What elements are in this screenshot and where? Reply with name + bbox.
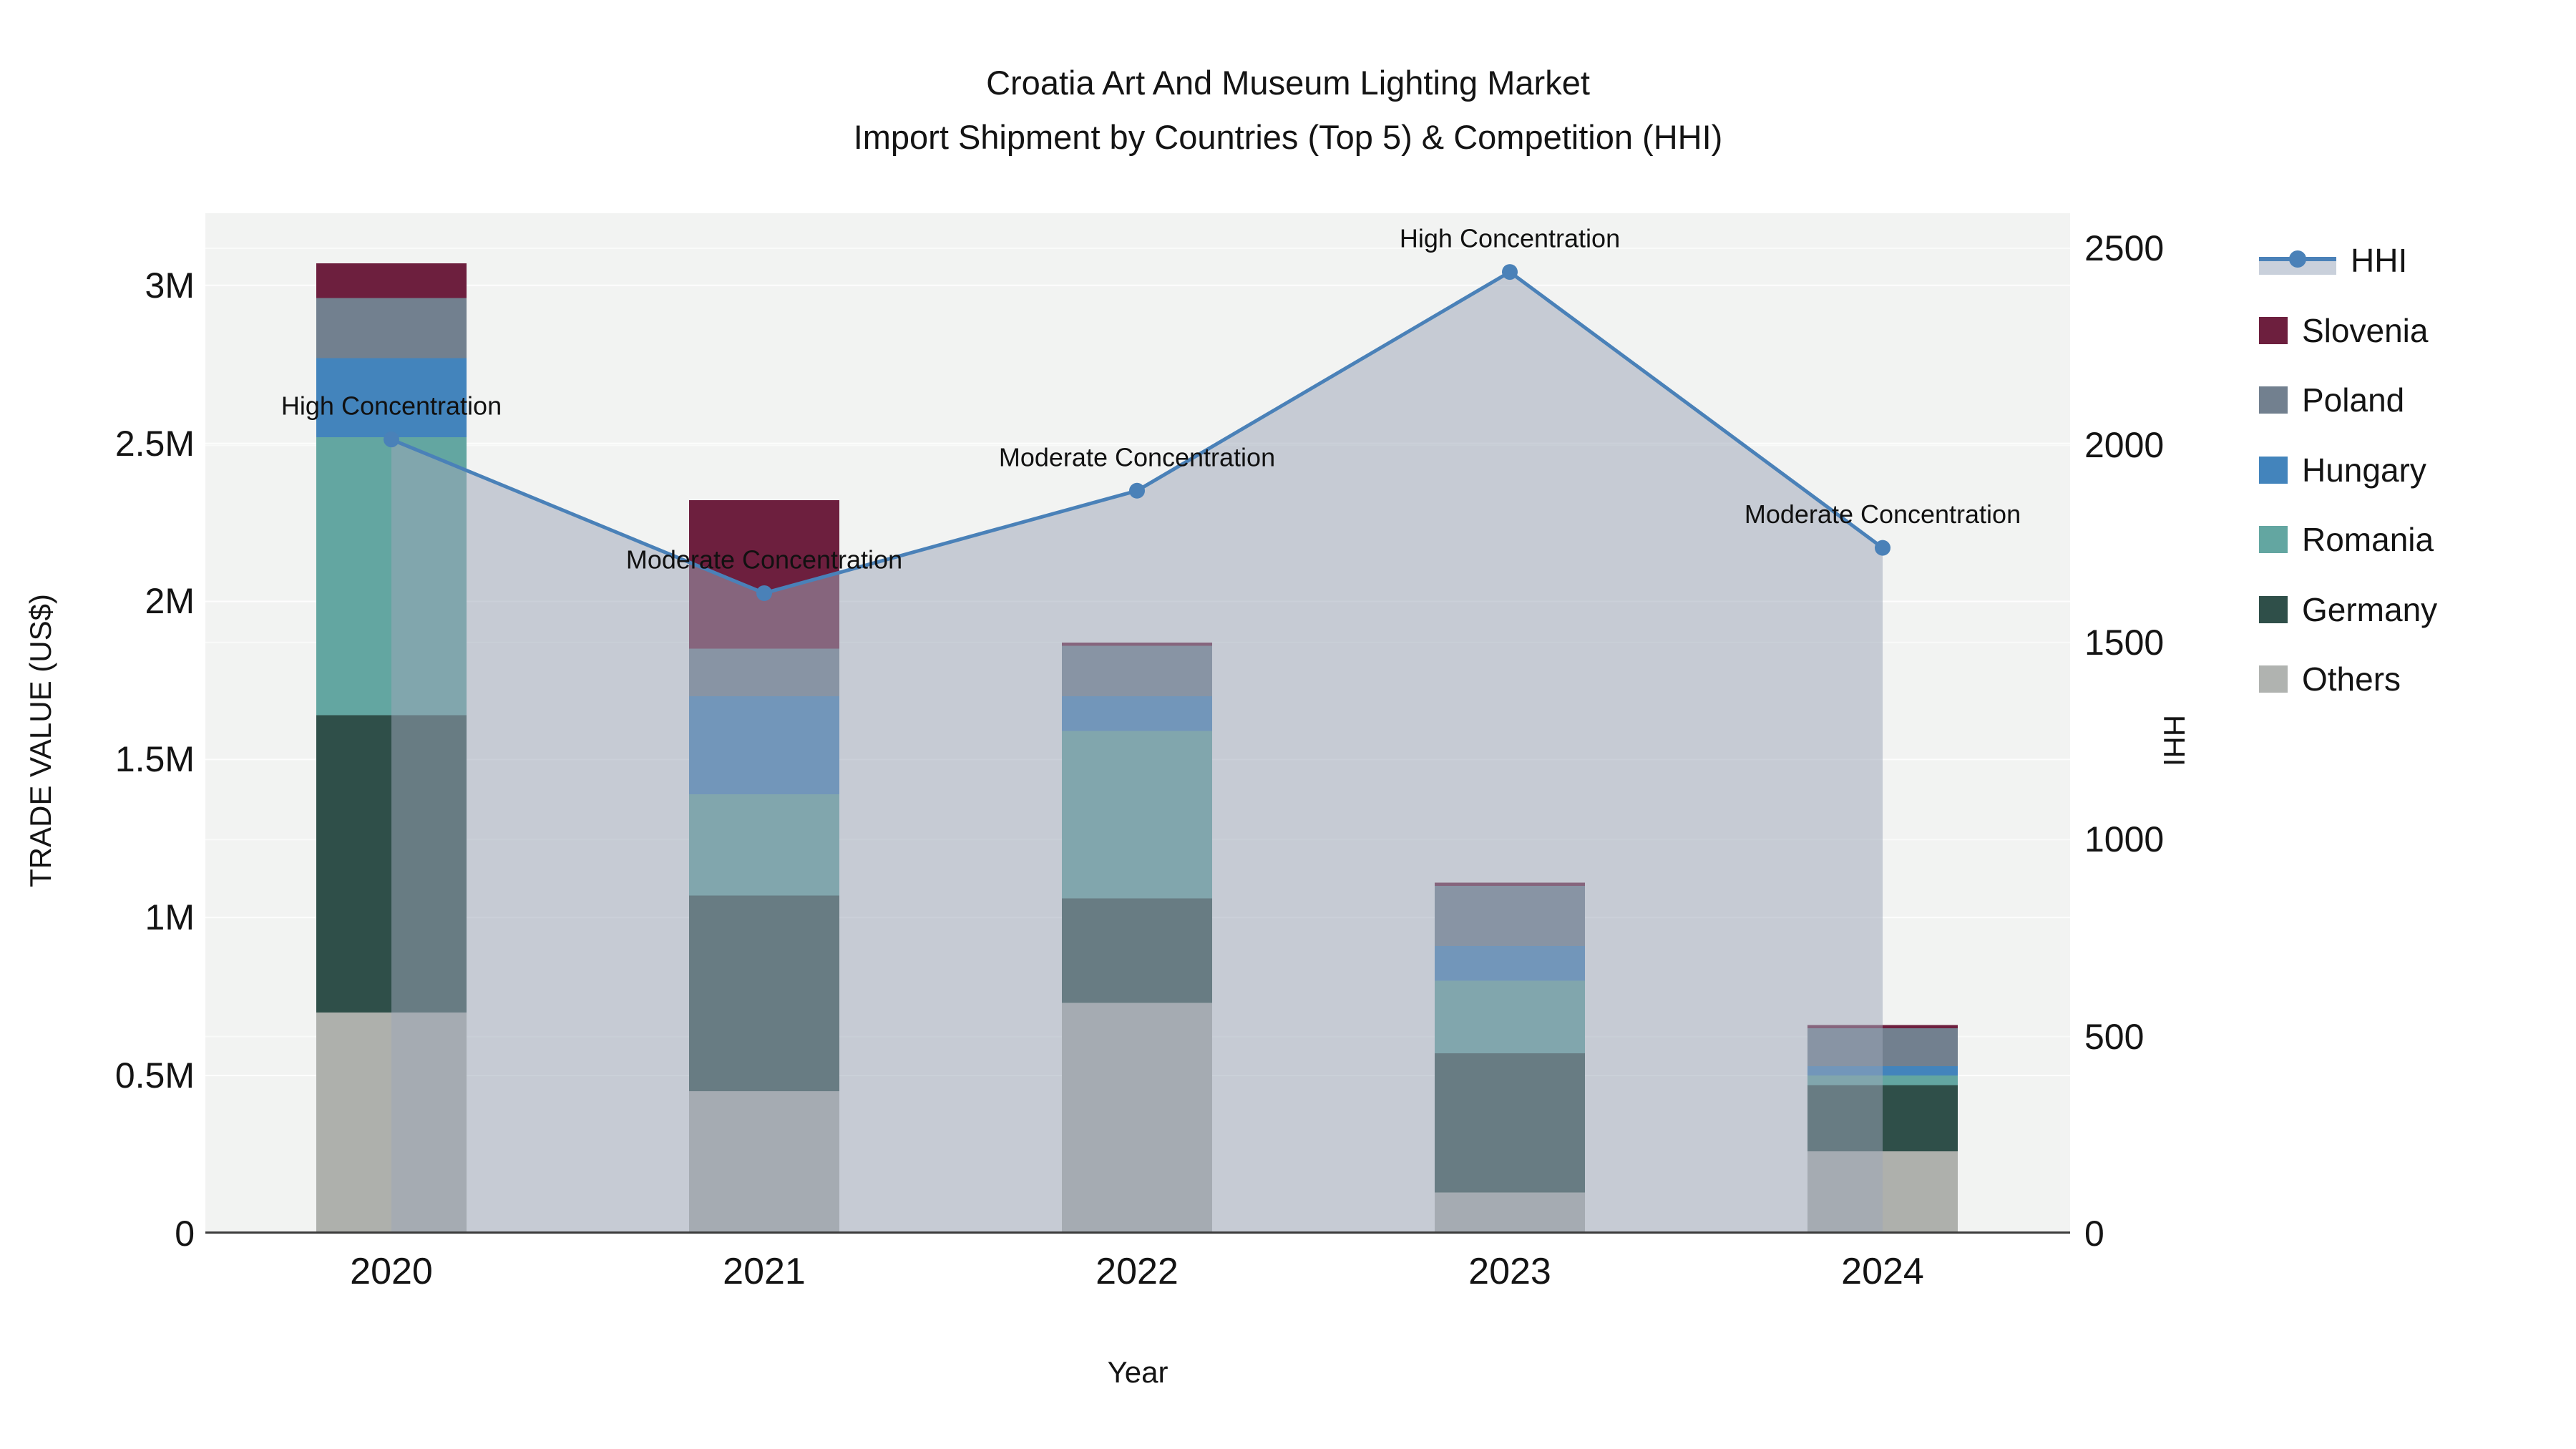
plot-area: High Concentration Moderate Concentration… [205,213,2070,1234]
x-axis-title: Year [1107,1355,1169,1389]
y-left-tick-0.5M: 0.5M [114,1055,195,1096]
bar-segment-2020-slovenia [316,263,467,298]
y-left-tick-2M: 2M [145,581,195,622]
legend-label-romania: Romania [2302,521,2434,558]
y-axis-title-right: HHI [2157,714,2191,767]
y-right-tick-2500: 2500 [2084,228,2165,269]
hhi-marker-2021 [756,585,772,601]
y-left-tick-1M: 1M [145,897,195,938]
legend-item-romania[interactable]: Romania [2259,520,2434,559]
y-left-tick-1.5M: 1.5M [114,739,195,780]
annotation-2023: High Concentration [1400,224,1620,253]
legend-label-slovenia: Slovenia [2302,311,2429,349]
y-left-tick-2.5M: 2.5M [114,423,195,464]
legend-item-germany[interactable]: Germany [2259,590,2437,629]
legend-swatch-hungary [2259,456,2288,484]
hhi-area-fill [391,272,1883,1234]
annotation-2021: Moderate Concentration [626,545,902,574]
legend-item-others[interactable]: Others [2259,660,2401,698]
legend-label-others: Others [2302,660,2401,698]
annotation-2022: Moderate Concentration [999,442,1275,472]
legend-item-hungary[interactable]: Hungary [2259,451,2426,489]
legend-label-germany: Germany [2302,590,2438,628]
bar-segment-2020-poland [316,298,467,358]
x-tick-2020: 2020 [350,1251,433,1292]
hhi-marker-2023 [1502,264,1518,280]
chart-title-line1: Croatia Art And Museum Lighting Market [986,64,1590,102]
y-right-tick-2000: 2000 [2084,425,2165,466]
hhi-marker-2020 [384,431,399,448]
hhi-marker-2024 [1875,540,1890,556]
y-right-tick-1000: 1000 [2084,819,2165,860]
y-right-tick-0: 0 [2084,1214,2104,1254]
annotation-2020: High Concentration [281,391,502,421]
x-tick-2023: 2023 [1468,1251,1551,1292]
chart-title: Croatia Art And Museum Lighting Market I… [0,56,2576,165]
legend-label-hungary: Hungary [2302,451,2426,489]
annotation-2024: Moderate Concentration [1745,499,2021,529]
x-tick-2024: 2024 [1841,1251,1924,1292]
y-right-tick-500: 500 [2084,1016,2145,1057]
bar-segment-2020-hungary [316,358,467,437]
legend-swatch-others [2259,665,2288,693]
y-left-tick-3M: 3M [145,265,195,306]
y-right-tick-1500: 1500 [2084,622,2165,663]
legend-swatch-germany [2259,595,2288,623]
hhi-marker-2022 [1129,482,1145,499]
legend-swatch-romania [2259,526,2288,553]
legend-swatch-slovenia [2259,316,2288,344]
legend-hhi-line-sample [2259,250,2336,275]
legend-item-slovenia[interactable]: Slovenia [2259,311,2428,350]
x-tick-2021: 2021 [723,1251,806,1292]
legend-swatch-poland [2259,386,2288,414]
legend-item-hhi[interactable]: HHI [2259,241,2407,280]
y-left-tick-0: 0 [175,1214,195,1254]
x-tick-2022: 2022 [1096,1251,1179,1292]
legend-item-poland[interactable]: Poland [2259,381,2404,419]
legend-label-poland: Poland [2302,381,2405,419]
chart-title-line2: Import Shipment by Countries (Top 5) & C… [853,118,1723,156]
legend-label-hhi: HHI [2351,242,2408,279]
